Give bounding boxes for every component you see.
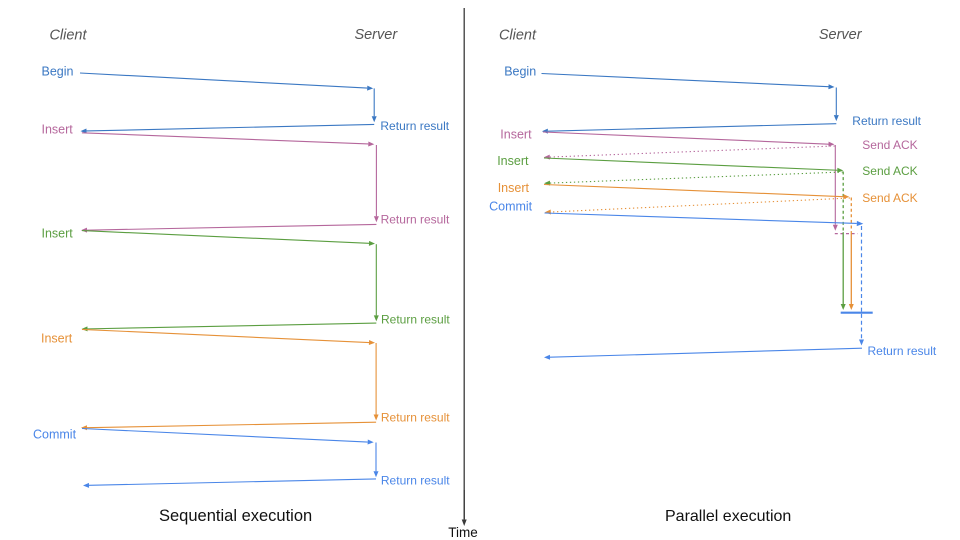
svg-text:Send ACK: Send ACK [862,164,917,178]
svg-text:Begin: Begin [504,65,536,79]
svg-text:Send ACK: Send ACK [862,191,917,205]
svg-text:Client: Client [49,28,87,44]
svg-text:Insert: Insert [500,127,532,141]
svg-text:Server: Server [354,27,398,43]
svg-text:Return result: Return result [381,313,450,327]
svg-text:Return result: Return result [381,213,450,227]
svg-text:Time: Time [448,525,478,540]
svg-text:Sequential execution: Sequential execution [159,507,312,525]
svg-text:Commit: Commit [33,428,77,442]
svg-text:Insert: Insert [42,227,74,241]
svg-text:Insert: Insert [42,123,74,137]
svg-text:Send ACK: Send ACK [862,138,917,152]
svg-text:Insert: Insert [498,181,530,195]
svg-text:Begin: Begin [42,65,74,79]
svg-text:Insert: Insert [41,332,73,346]
svg-text:Insert: Insert [497,154,529,168]
svg-text:Return result: Return result [868,344,937,358]
svg-text:Server: Server [819,27,863,43]
svg-text:Client: Client [499,28,537,44]
svg-text:Parallel execution: Parallel execution [665,508,791,525]
svg-text:Return result: Return result [380,119,449,133]
svg-text:Return result: Return result [381,474,450,488]
svg-text:Return result: Return result [852,114,921,128]
svg-text:Return result: Return result [381,411,450,425]
svg-text:Commit: Commit [489,200,533,214]
